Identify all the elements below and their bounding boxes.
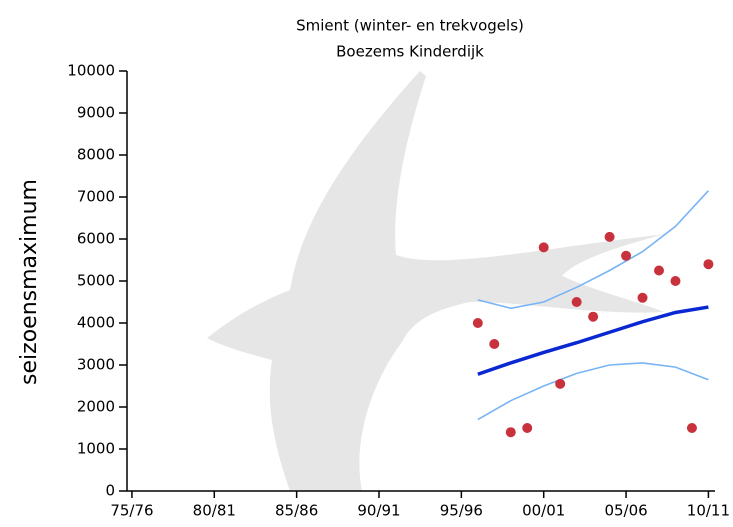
x-tick-label: 90/91 [357,502,400,520]
y-tick-label: 8000 [77,146,115,164]
y-tick-label: 3000 [77,356,115,374]
chart-subtitle: Boezems Kinderdijk [336,43,484,61]
x-tick-label: 00/01 [522,502,565,520]
data-point [522,423,533,433]
bird-silhouette [207,71,665,491]
y-tick-label: 9000 [77,104,115,122]
y-tick-label: 0 [105,482,115,500]
y-tick-label: 6000 [77,230,115,248]
y-tick-label: 7000 [77,188,115,206]
chart-title: Smient (winter- en trekvogels) [296,17,524,35]
upper-band [477,190,709,310]
lower-band [477,362,709,421]
data-point [472,318,483,328]
data-point [621,250,632,261]
y-tick-label: 5000 [77,272,115,290]
y-axis-label: seizoensmaximum [17,179,42,385]
data-point [505,427,516,438]
data-point [588,311,599,322]
x-tick-label: 75/76 [110,502,153,520]
y-tick-label: 2000 [77,398,115,416]
data-point [538,242,549,253]
x-tick-label: 05/06 [604,502,647,520]
y-tick-label: 10000 [67,62,115,80]
data-point [670,276,681,286]
y-tick-label: 4000 [77,314,115,332]
data-point [489,339,500,349]
data-point [703,259,714,270]
x-tick-label: 95/96 [440,502,483,520]
x-tick-label: 80/81 [193,502,236,520]
trend-line [477,305,709,376]
data-point [555,378,566,389]
y-tick-label: 1000 [77,440,115,458]
x-tick-label: 10/11 [687,502,730,520]
data-point [604,231,615,242]
data-point [571,297,582,307]
data-point [686,423,697,433]
data-point [654,265,664,276]
x-tick-label: 85/86 [275,502,318,520]
data-point [637,292,648,303]
